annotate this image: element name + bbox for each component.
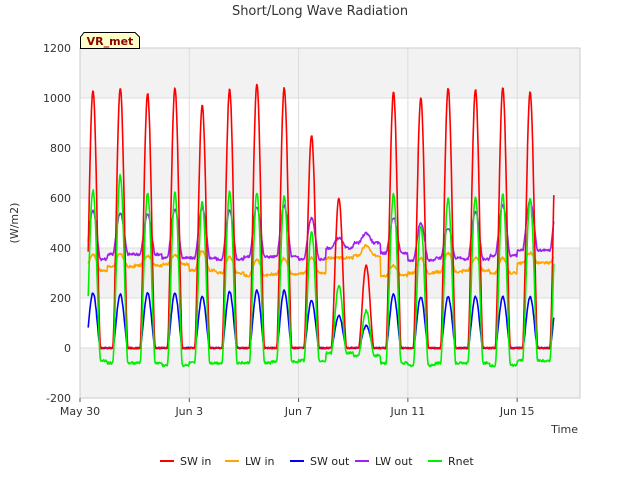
site-tag: VR_met [80,32,140,49]
legend-entry: LW out [375,455,413,468]
y-tick-label: 600 [50,192,71,205]
site-tag-box [80,32,140,49]
x-tick-label: Jun 7 [284,405,313,418]
y-axis-ticks: -200 0 200 400 600 800 1000 1200 [43,42,71,405]
y-tick-label: 0 [64,342,71,355]
legend-entry: LW in [245,455,275,468]
plot-band [80,148,580,198]
y-axis-label: (W/m2) [8,203,21,244]
x-tick-label: May 30 [60,405,100,418]
legend: SW in LW in SW out LW out Rnet [160,455,474,468]
plot-band [80,198,580,248]
legend-entry: SW in [180,455,211,468]
series-line-lw-out [87,200,555,263]
y-tick-label: 1000 [43,92,71,105]
plot-band [80,48,580,98]
series-line-sw-in [87,83,555,350]
plot-frame [79,47,581,399]
y-tick-label: -200 [46,392,71,405]
y-tick-label: 400 [50,242,71,255]
legend-entry: SW out [310,455,350,468]
site-tag-label: VR_met [87,35,134,48]
x-tick-label: Jun 11 [390,405,426,418]
chart-title: Short/Long Wave Radiation [232,4,408,19]
x-tick-label: Jun 15 [499,405,535,418]
legend-entry: Rnet [448,455,474,468]
x-tick-label: Jun 3 [174,405,203,418]
series-layer [87,83,555,368]
series-line-rnet [87,173,555,368]
y-tick-label: 200 [50,292,71,305]
x-axis-ticks: May 30 Jun 3 Jun 7 Jun 11 Jun 15 [60,398,535,418]
y-tick-label: 1200 [43,42,71,55]
plot-band [80,98,580,148]
y-tick-label: 800 [50,142,71,155]
x-axis-label: Time [550,423,578,436]
series-line-lw-in [87,243,555,278]
